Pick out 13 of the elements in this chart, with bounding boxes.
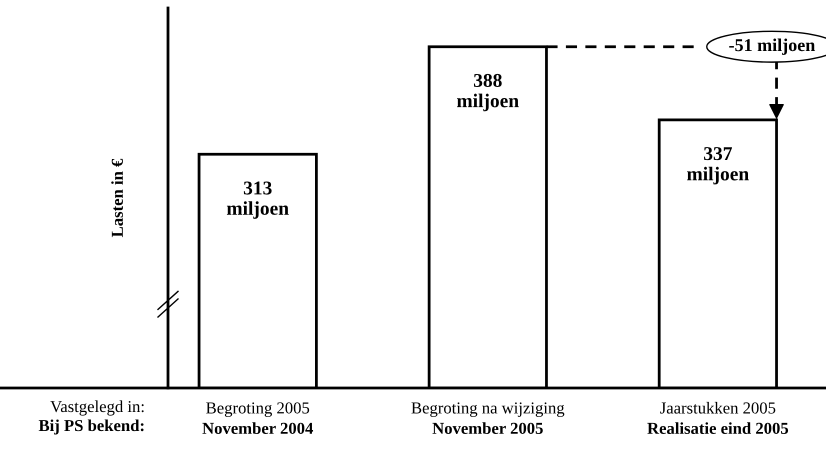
x-tick-label: Begroting 2005: [206, 402, 310, 418]
text: November 2004: [202, 422, 314, 434]
data-label: 313 miljoen: [226, 182, 289, 219]
data-label: 337 miljoen: [687, 147, 749, 184]
text: Vastgelegd in:: [50, 400, 144, 416]
text: Realisatie eind 2005: [647, 422, 788, 434]
text: Bij PS bekend:: [38, 419, 144, 435]
text: November 2005: [432, 422, 543, 434]
x-tick-label: Begroting na wijziging: [411, 402, 564, 418]
x-tick-label: Jaarstukken 2005: [660, 402, 776, 414]
data-label: 388 miljoen: [457, 74, 519, 112]
annotation: -51 miljoen: [729, 38, 816, 55]
y-axis-title: Lasten in €: [111, 158, 123, 238]
